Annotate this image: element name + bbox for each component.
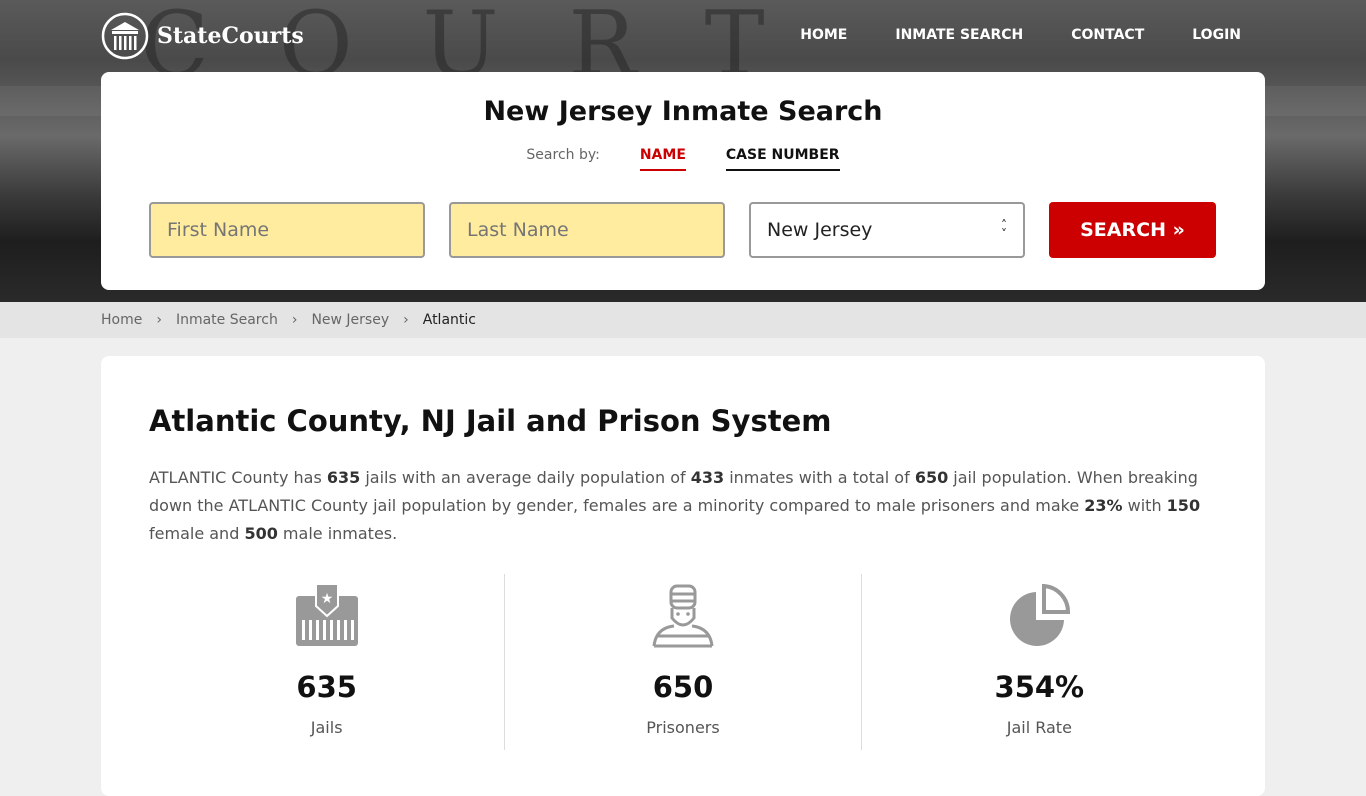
search-by-label: Search by: xyxy=(526,147,600,163)
tab-name[interactable]: NAME xyxy=(639,147,686,171)
pie-chart-icon xyxy=(1010,583,1071,646)
stat-value: 650 xyxy=(652,670,714,704)
state-select[interactable]: New Jersey ˄ ˅ xyxy=(749,202,1025,258)
nav-contact[interactable]: CONTACT xyxy=(1071,27,1145,43)
chevron-right-icon: › xyxy=(291,312,298,328)
stat-prisoners: 650 Prisoners xyxy=(505,574,862,750)
page-title: Atlantic County, NJ Jail and Prison Syst… xyxy=(149,404,832,438)
breadcrumb: Home › Inmate Search › New Jersey › Atlanti… xyxy=(0,302,1366,338)
nav-home[interactable]: HOME xyxy=(800,27,848,43)
content-card: Atlantic County, NJ Jail and Prison Syst… xyxy=(101,356,1265,796)
tab-case-number[interactable]: CASE NUMBER xyxy=(725,147,840,171)
courthouse-logo-icon xyxy=(101,12,149,60)
svg-text:★: ★ xyxy=(320,591,333,607)
first-name-input[interactable] xyxy=(149,202,425,258)
stat-label: Prisoners xyxy=(646,718,720,737)
breadcrumb-new-jersey[interactable]: New Jersey xyxy=(311,312,390,328)
chevron-right-icon: › xyxy=(403,312,409,328)
main-nav: HOME INMATE SEARCH CONTACT LOGIN xyxy=(800,27,1241,43)
state-value: New Jersey xyxy=(767,219,873,241)
stat-jails: ★ 635 Jails xyxy=(149,574,506,750)
breadcrumb-inmate-search[interactable]: Inmate Search xyxy=(175,312,278,328)
breadcrumb-current: Atlantic xyxy=(422,312,476,328)
nav-login[interactable]: LOGIN xyxy=(1192,27,1241,43)
stat-value: 635 xyxy=(296,670,357,704)
stat-label: Jail Rate xyxy=(1006,718,1072,737)
search-button[interactable]: SEARCH » xyxy=(1049,202,1216,258)
stat-label: Jails xyxy=(310,718,343,737)
select-arrows-icon: ˄ ˅ xyxy=(1001,218,1007,241)
jail-icon: ★ xyxy=(295,583,358,646)
last-name-input[interactable] xyxy=(449,202,725,258)
prisoner-icon xyxy=(652,584,714,648)
stat-value: 354% xyxy=(994,670,1085,704)
breadcrumb-home[interactable]: Home xyxy=(101,312,143,328)
search-card: New Jersey Inmate Search Search by: NAME… xyxy=(101,72,1265,290)
logo[interactable]: StateCourts xyxy=(101,12,304,60)
nav-inmate-search[interactable]: INMATE SEARCH xyxy=(895,27,1024,43)
stat-jail-rate: 354% Jail Rate xyxy=(862,574,1217,750)
search-title: New Jersey Inmate Search xyxy=(483,96,883,127)
brand-name: StateCourts xyxy=(157,23,304,49)
summary-paragraph: ATLANTIC County has 635 jails with an av… xyxy=(149,468,1201,543)
chevron-right-icon: › xyxy=(156,312,162,328)
